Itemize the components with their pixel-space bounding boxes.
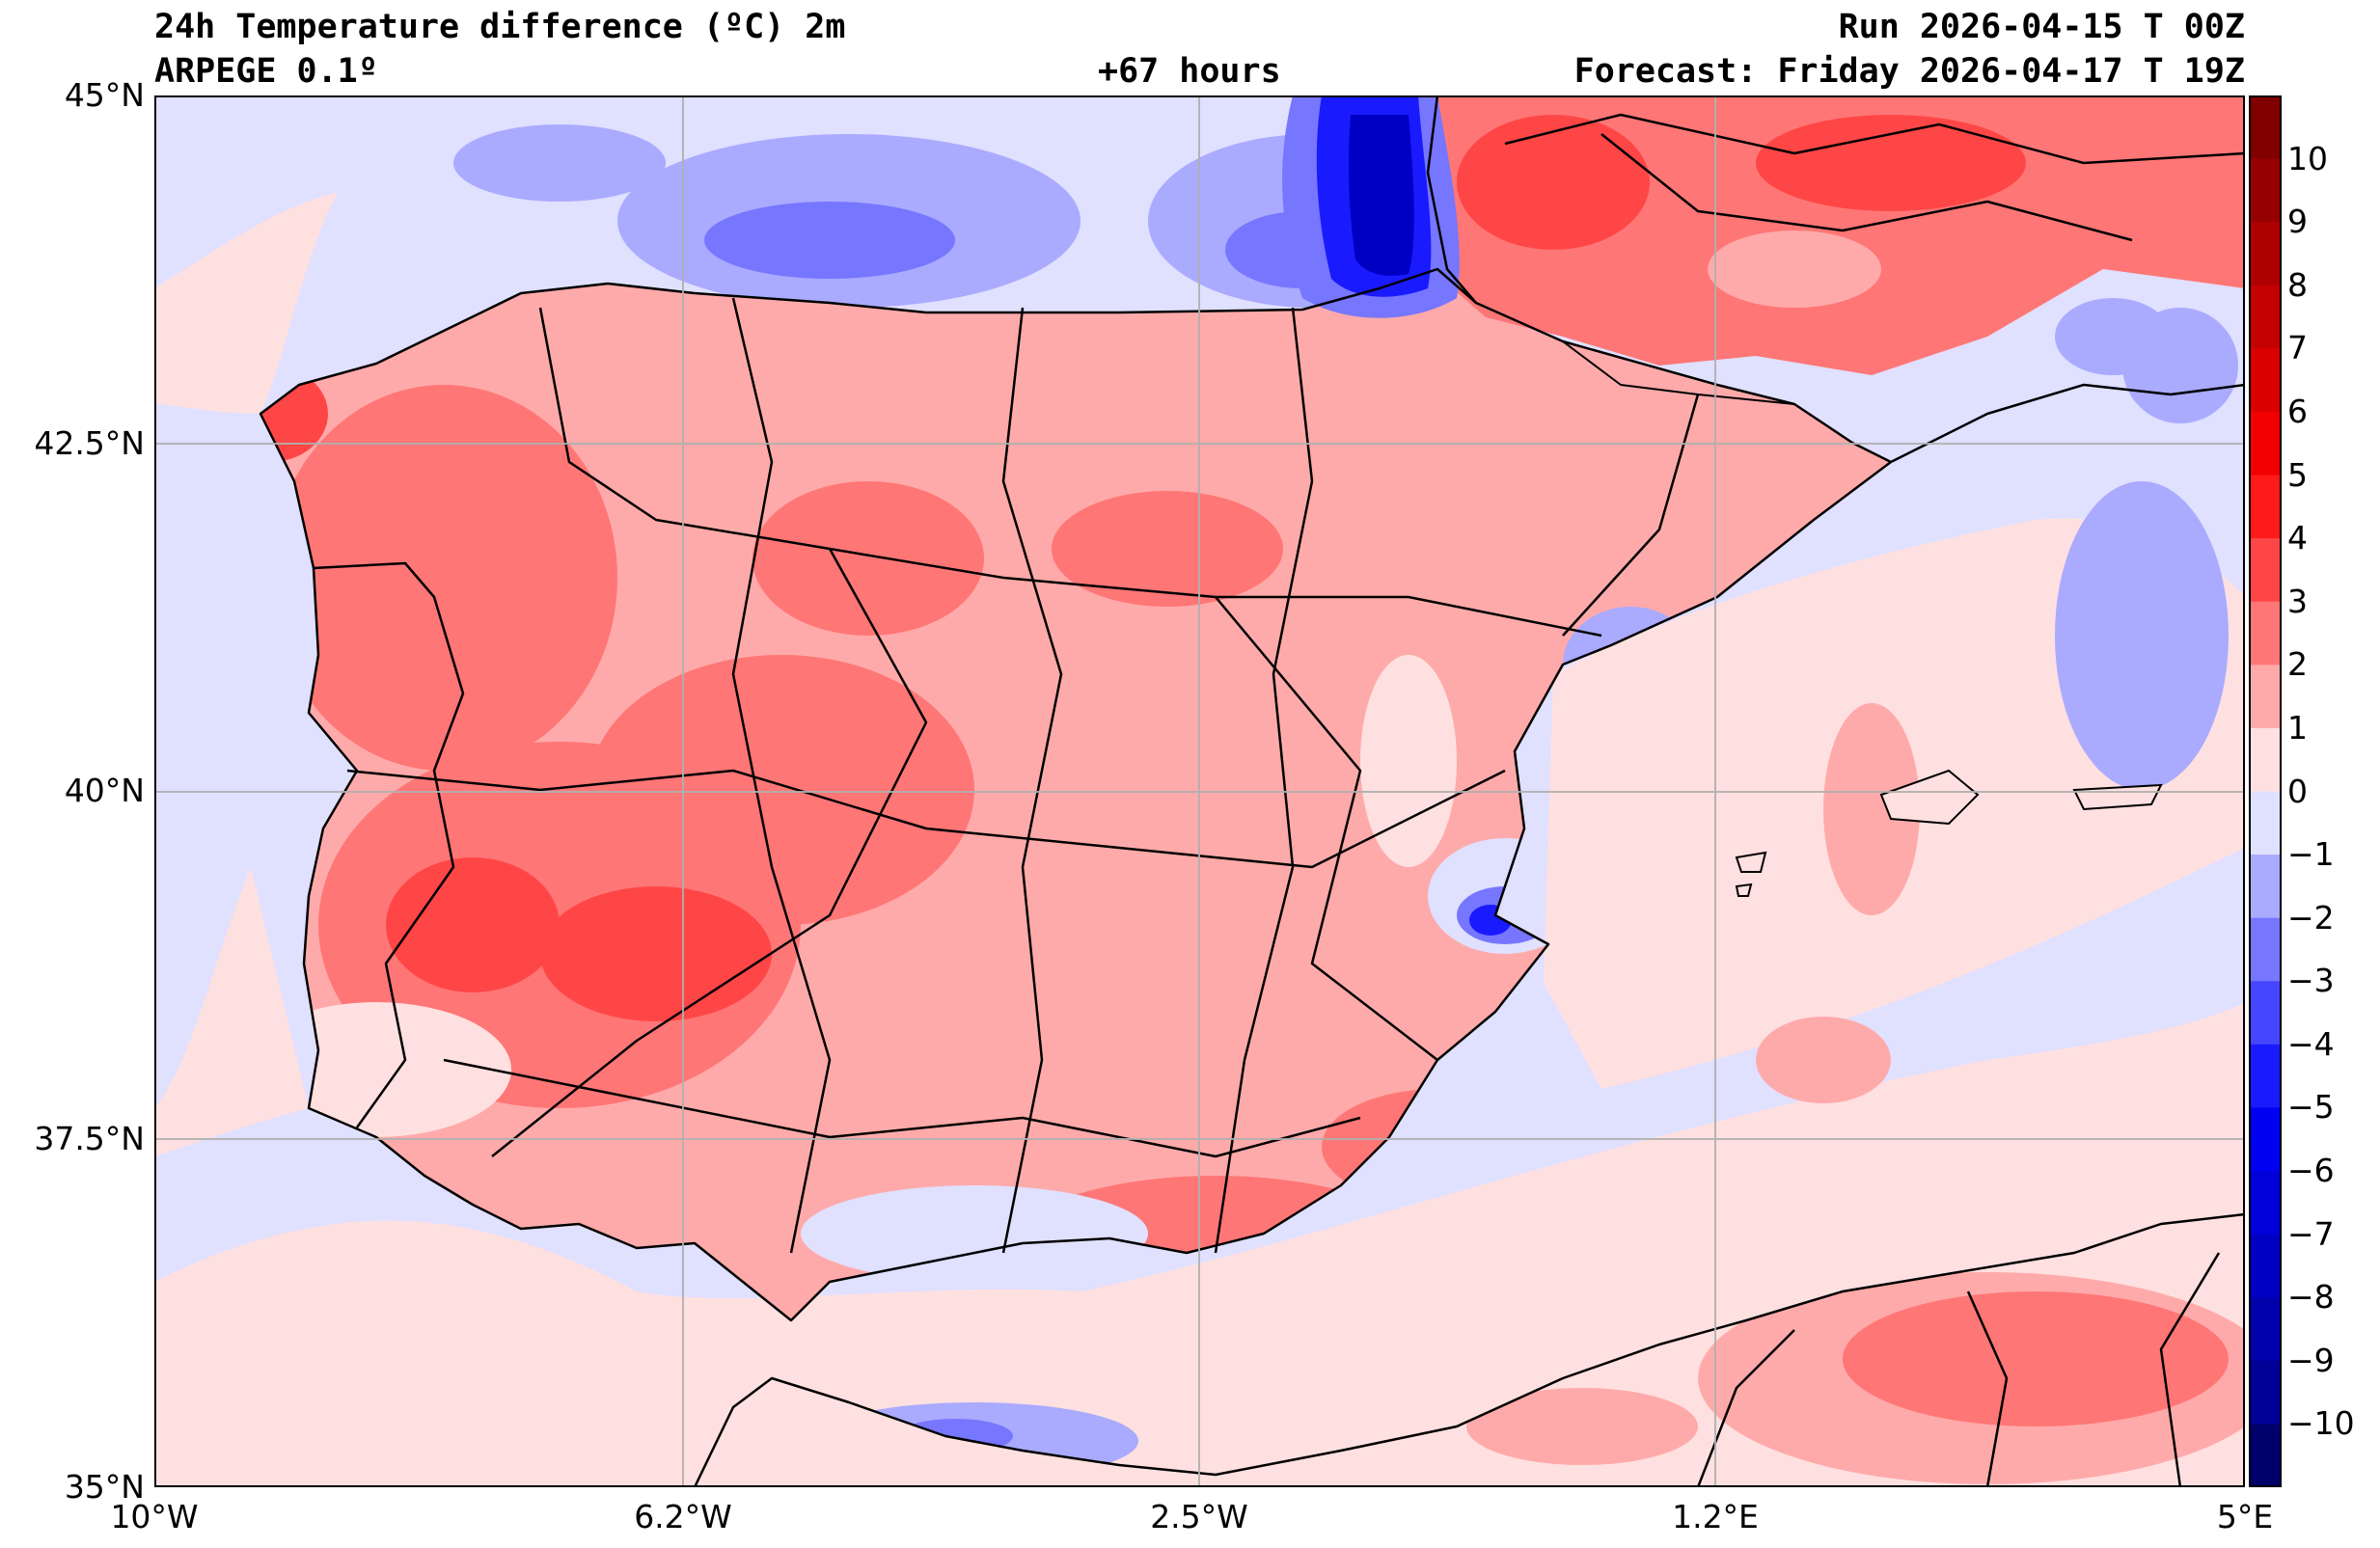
colorbar-tick-label: 9 [2287,203,2308,241]
lat-label-37-5: 37.5°N [34,1120,145,1157]
colorbar-bin [2249,855,2282,919]
colorbar-tick-label: 0 [2287,772,2308,810]
colorbar-tick-label: 5 [2287,455,2308,494]
colorbar-tick-label: 4 [2287,519,2308,557]
lat-label-35: 35°N [64,1468,145,1506]
lat-label-42-5: 42.5°N [34,424,145,462]
colorbar-tick-label: −7 [2287,1214,2335,1253]
colorbar [2249,95,2282,1487]
colorbar-tick-label: 3 [2287,582,2308,620]
colorbar-tick-label: 7 [2287,329,2308,367]
lon-label-5e: 5°E [2216,1498,2274,1535]
colorbar-bin [2249,1107,2282,1172]
france-land [1409,95,2245,375]
lat-label-40: 40°N [64,772,145,809]
colorbar-tick-label: −5 [2287,1088,2335,1127]
map-title: 24h Temperature difference (ºC) 2m [154,8,846,46]
lat-lon-grid [154,95,2245,1487]
colorbar-tick-label: 1 [2287,708,2308,747]
run-time: Run 2026-04-15 T 00Z [1838,8,2245,46]
colorbar-tick-label: −10 [2287,1404,2355,1443]
colorbar-bin [2249,665,2282,729]
colorbar-bin [2249,727,2282,792]
colorbar-bin [2249,1424,2282,1487]
colorbar-tick-label: 10 [2287,139,2328,177]
colorbar-bin [2249,1360,2282,1425]
temperature-map[interactable] [154,95,2245,1487]
colorbar-bin [2249,411,2282,476]
colorbar-tick-label: −8 [2287,1278,2335,1317]
lon-label-1-2e: 1.2°E [1672,1498,1759,1535]
map-frame [154,95,2245,1487]
lon-label-2-5w: 2.5°W [1150,1498,1248,1535]
colorbar-tick-label: 6 [2287,392,2308,430]
colorbar-bin [2249,348,2282,413]
colorbar-bin [2249,1234,2282,1298]
colorbar-bin [2249,1044,2282,1108]
colorbar-bin [2249,917,2282,982]
biscay-cold-anomaly [1282,95,1460,318]
colorbar-tick-label: −1 [2287,835,2335,874]
colorbar-tick-label: −4 [2287,1024,2335,1063]
colorbar-bin [2249,791,2282,855]
colorbar-tick-label: −6 [2287,1152,2335,1190]
lat-label-45: 45°N [64,76,145,114]
colorbar-tick-label: −3 [2287,962,2335,1000]
colorbar-tick-label: −9 [2287,1341,2335,1379]
colorbar-tick-label: −2 [2287,898,2335,937]
lon-label-6-2w: 6.2°W [634,1498,732,1535]
lon-label-10w: 10°W [110,1498,199,1535]
colorbar-bin [2249,981,2282,1046]
colorbar-bin [2249,95,2282,160]
lead-time: +67 hours [1098,52,1281,91]
colorbar-tick-label: 2 [2287,645,2308,684]
colorbar-bin [2249,222,2282,286]
colorbar-bin [2249,475,2282,539]
coastlines-borders [259,95,2245,1487]
colorbar-bin [2249,538,2282,603]
colorbar-bin [2249,601,2282,665]
colorbar-bin [2249,158,2282,223]
forecast-time: Forecast: Friday 2026-04-17 T 19Z [1573,52,2245,91]
model-name: ARPEGE 0.1º [154,52,378,91]
colorbar-frame [2249,95,2282,1487]
colorbar-bin [2249,285,2282,349]
colorbar-bin [2249,1171,2282,1236]
colorbar-tick-label: 8 [2287,265,2308,304]
colorbar-bin [2249,1297,2282,1362]
